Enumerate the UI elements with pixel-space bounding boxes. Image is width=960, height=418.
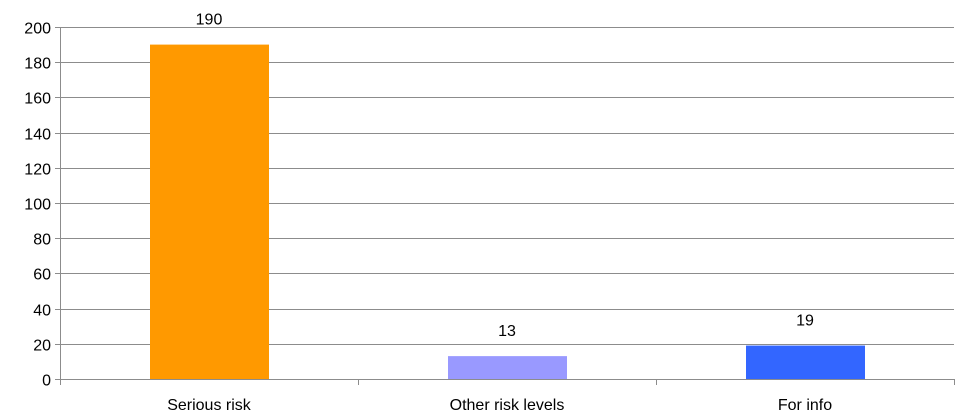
y-tick-label: 120 (24, 162, 51, 179)
data-label: 19 (796, 313, 814, 330)
y-tick-label: 180 (24, 56, 51, 73)
y-tick-label: 100 (24, 197, 51, 214)
data-label: 13 (498, 323, 516, 340)
y-tick-label: 60 (33, 267, 51, 284)
y-axis-ticks: 0 20 40 60 80 100 120 140 160 180 200 (24, 21, 60, 390)
y-tick-label: 160 (24, 91, 51, 108)
y-tick-label: 140 (24, 127, 51, 144)
x-axis-categories: Serious risk Other risk levels For info (60, 379, 955, 414)
bar (150, 44, 269, 379)
y-tick-label: 200 (24, 21, 51, 38)
data-labels: 190 13 19 (196, 12, 814, 341)
data-label: 190 (196, 12, 223, 29)
y-tick-label: 40 (33, 303, 51, 320)
x-category-label: Serious risk (167, 397, 252, 414)
x-category-label: Other risk levels (450, 397, 565, 414)
y-tick-label: 80 (33, 232, 51, 249)
bars (150, 44, 865, 379)
bar (746, 345, 865, 379)
y-tick-label: 20 (33, 338, 51, 355)
bar (448, 356, 567, 379)
y-tick-label: 0 (42, 373, 51, 390)
x-category-label: For info (778, 397, 832, 414)
